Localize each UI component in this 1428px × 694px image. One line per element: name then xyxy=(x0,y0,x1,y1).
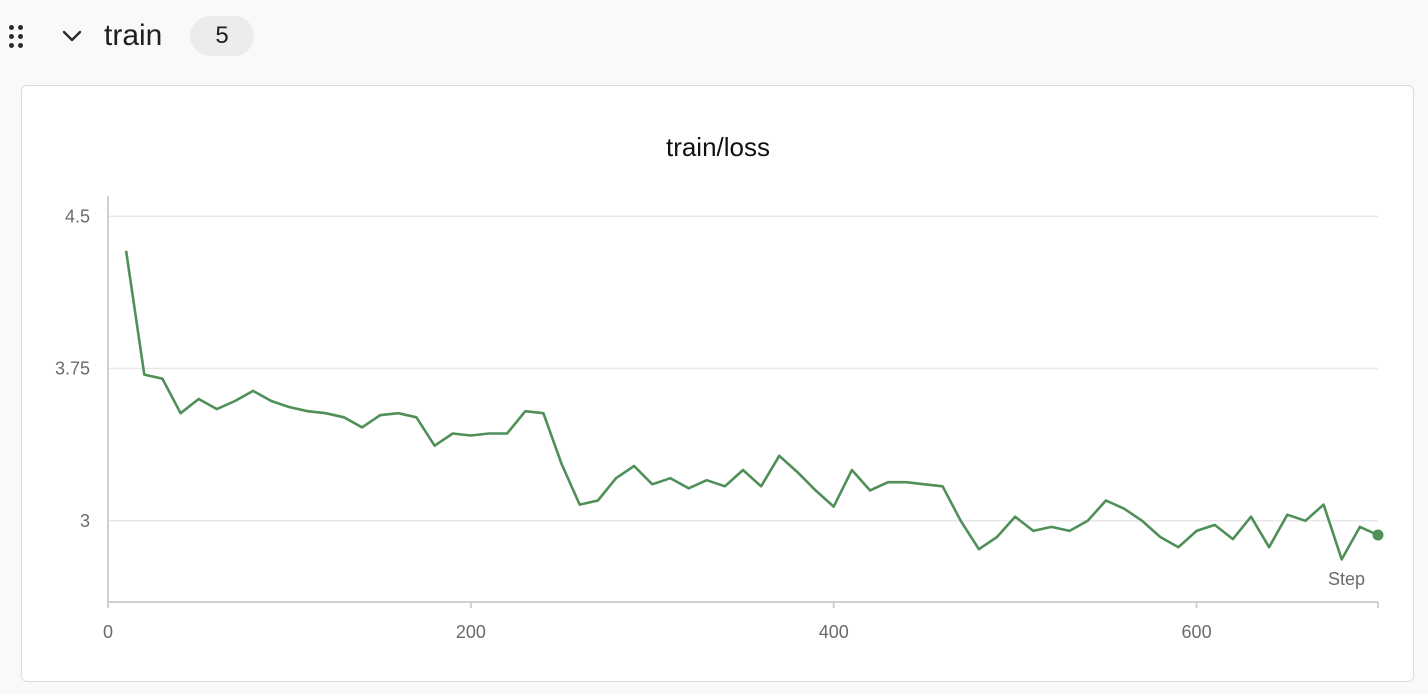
x-tick-label: 600 xyxy=(1182,622,1212,642)
section-title: train xyxy=(104,19,163,52)
panel-count-badge: 5 xyxy=(190,16,254,56)
x-axis-label: Step xyxy=(1328,569,1365,589)
y-tick-label: 4.5 xyxy=(65,206,90,226)
last-point-marker[interactable] xyxy=(1372,529,1384,541)
loss-series-line[interactable] xyxy=(124,250,1379,561)
chart-title: train/loss xyxy=(665,132,771,162)
chart-panel xyxy=(21,85,1414,682)
drag-handle-icon[interactable] xyxy=(9,25,25,49)
x-tick-label: 400 xyxy=(819,622,849,642)
x-tick-label: 0 xyxy=(103,622,113,642)
chevron-down-icon[interactable] xyxy=(60,24,84,48)
y-tick-label: 3.75 xyxy=(55,359,90,379)
x-tick-label: 200 xyxy=(456,622,486,642)
y-tick-label: 3 xyxy=(80,511,90,531)
section-header: train 5 xyxy=(0,0,1428,76)
